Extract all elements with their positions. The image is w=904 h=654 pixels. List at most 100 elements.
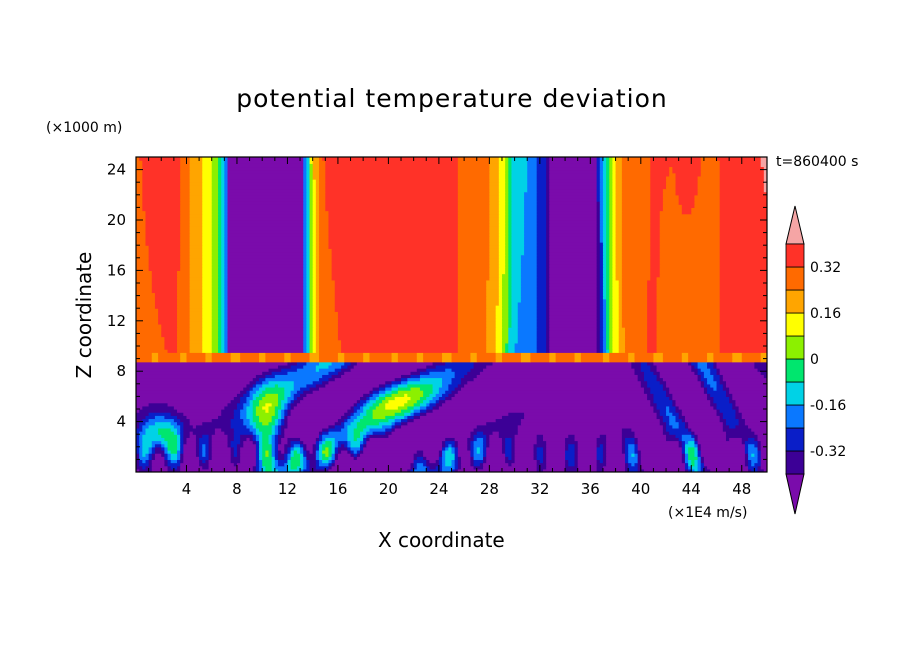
contour-cell (609, 289, 613, 294)
contour-cell (599, 248, 604, 253)
contour-cell (732, 402, 737, 407)
contour-cell (640, 459, 683, 464)
contour-cell (524, 201, 538, 205)
contour-cell (486, 421, 522, 426)
contour-cell (318, 292, 336, 297)
contour-cell (445, 449, 453, 454)
contour-cell (202, 207, 213, 212)
contour-cell (350, 449, 355, 454)
contour-cell (628, 352, 636, 357)
contour-cell (227, 336, 304, 341)
contour-cell (599, 339, 604, 344)
contour-cell (221, 179, 225, 183)
contour-cell (284, 443, 292, 448)
contour-cell (688, 465, 692, 470)
contour-cell (467, 446, 472, 451)
contour-cell (621, 254, 651, 259)
contour-cell (656, 286, 721, 290)
contour-cell (202, 248, 213, 253)
contour-cell (618, 301, 623, 306)
contour-cell (426, 368, 446, 372)
contour-cell (366, 431, 374, 435)
contour-cell (277, 443, 285, 448)
contour-cell (202, 185, 213, 190)
contour-cell (621, 257, 651, 262)
contour-cell (448, 443, 453, 448)
contour-cell (719, 175, 765, 180)
contour-cell (498, 166, 506, 171)
contour-cell (309, 242, 314, 246)
contour-cell (356, 361, 434, 366)
contour-cell (508, 336, 519, 341)
contour-cell (520, 257, 538, 262)
contour-cell (505, 440, 513, 445)
contour-cell (227, 210, 304, 215)
contour-cell (214, 427, 222, 432)
contour-cell (511, 443, 516, 448)
contour-cell (391, 427, 396, 432)
contour-cell (195, 440, 200, 445)
contour-cell (309, 386, 320, 391)
contour-cell (136, 270, 153, 275)
contour-cell (669, 390, 705, 394)
contour-cell (221, 412, 235, 416)
contour-cell (347, 431, 355, 435)
contour-cell (707, 358, 714, 363)
contour-cell (621, 245, 651, 249)
contour-cell (666, 383, 702, 388)
contour-cell (167, 453, 172, 457)
contour-cell (536, 194, 547, 199)
contour-cell (306, 194, 311, 199)
contour-cell (227, 242, 304, 246)
contour-cell (202, 216, 213, 221)
contour-cell (259, 465, 263, 470)
contour-cell (397, 352, 418, 357)
contour-cell (360, 440, 364, 445)
contour-cell (372, 402, 380, 407)
contour-cell (489, 207, 500, 212)
contour-cell (656, 279, 721, 284)
contour-cell (318, 235, 330, 240)
contour-cell (637, 453, 642, 457)
contour-cell (410, 396, 421, 401)
contour-cell (451, 468, 456, 472)
contour-cell (621, 220, 651, 224)
contour-cell (549, 289, 598, 294)
contour-cell (486, 289, 500, 294)
contour-cell (312, 339, 317, 344)
contour-cell (498, 172, 506, 177)
y-tick-label: 8 (116, 362, 126, 380)
contour-cell (609, 342, 613, 347)
contour-cell (501, 449, 506, 454)
contour-cell (221, 254, 225, 259)
contour-cell (486, 305, 497, 309)
contour-cell (700, 368, 711, 372)
contour-cell (445, 390, 453, 394)
contour-cell (505, 248, 509, 253)
contour-cell (309, 194, 314, 199)
contour-cell (236, 446, 241, 451)
contour-cell (177, 283, 191, 287)
contour-cell (653, 399, 673, 404)
contour-cell (621, 320, 648, 325)
contour-cell (725, 421, 740, 426)
contour-cell (306, 292, 311, 297)
contour-cell (202, 276, 213, 281)
contour-cell (612, 197, 617, 202)
contour-cell (498, 251, 506, 256)
contour-cell (334, 437, 348, 442)
contour-cell (505, 216, 509, 221)
contour-cell (180, 465, 203, 470)
contour-cell (489, 166, 500, 171)
contour-cell (495, 336, 503, 341)
contour-cell (211, 197, 219, 202)
contour-cell (760, 371, 767, 375)
contour-cell (501, 276, 509, 281)
contour-cell (306, 273, 311, 278)
contour-cell (227, 238, 304, 243)
contour-cell (719, 292, 767, 297)
contour-cell (315, 188, 320, 193)
contour-cell (318, 330, 339, 334)
contour-cell (167, 402, 229, 407)
contour-cell (224, 336, 229, 341)
